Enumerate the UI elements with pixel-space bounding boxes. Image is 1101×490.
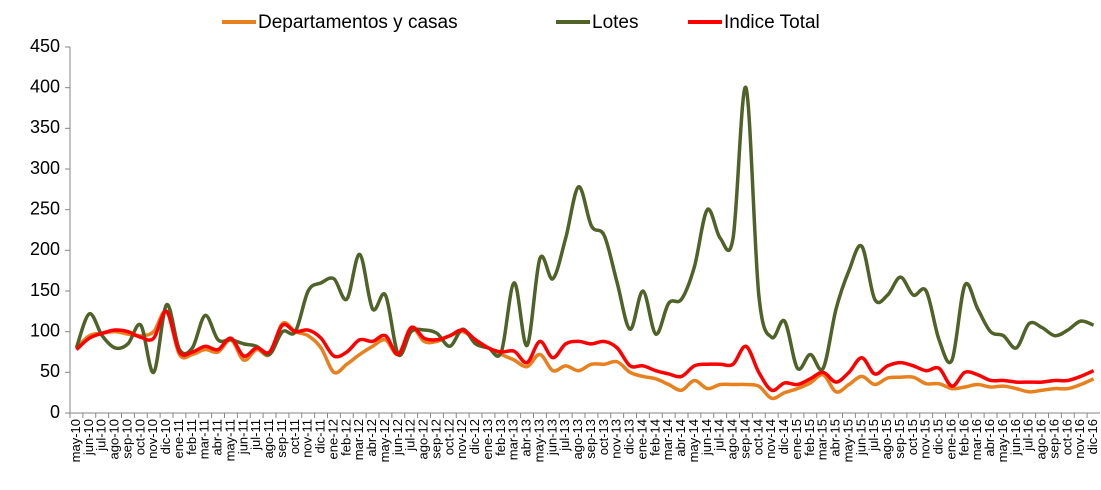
y-tick-label: 150 — [30, 280, 60, 300]
x-tick-label: may-15 — [840, 419, 855, 462]
x-tick-label: feb-12 — [338, 419, 353, 456]
x-tick-label: nov-16 — [1072, 419, 1087, 459]
series-line — [74, 85, 1095, 375]
x-tick-label: oct-13 — [596, 419, 611, 455]
x-tick-label: jul-16 — [1021, 419, 1036, 452]
x-tick-label: oct-11 — [287, 419, 302, 454]
x-tick-label: nov-11 — [300, 419, 315, 458]
x-tick-label: ene-14 — [634, 419, 649, 459]
x-tick-label: ene-11 — [171, 419, 186, 459]
x-tick-label: abr-11 — [210, 419, 225, 456]
x-tick-label: abr-16 — [982, 419, 997, 457]
x-tick-label: dic-16 — [1085, 419, 1100, 454]
x-tick-label: mar-12 — [351, 419, 366, 460]
x-tick-label: sep-15 — [892, 419, 907, 459]
x-tick-label: abr-15 — [828, 419, 843, 457]
x-tick-label: jul-14 — [712, 419, 727, 452]
x-tick-label: mar-15 — [815, 419, 830, 460]
x-tick-label: jul-13 — [557, 419, 572, 452]
x-tick-label: may-12 — [377, 419, 392, 462]
x-tick-label: dic-10 — [158, 419, 173, 454]
x-tick-label: oct-10 — [132, 419, 147, 455]
x-tick-label: ago-15 — [879, 419, 894, 459]
series-line — [75, 309, 1095, 401]
x-tick-label: feb-14 — [647, 419, 662, 456]
x-tick-label: jun-10 — [81, 419, 96, 456]
x-tick-label: oct-15 — [905, 419, 920, 455]
series-line — [75, 309, 1095, 393]
x-tick-label: feb-16 — [956, 419, 971, 456]
x-tick-label: nov-12 — [454, 419, 469, 459]
x-tick-label: ago-12 — [416, 419, 431, 459]
y-tick-label: 350 — [30, 117, 60, 137]
x-tick-label: dic-15 — [931, 419, 946, 454]
y-tick-label: 100 — [30, 320, 60, 340]
y-tick-label: 0 — [50, 402, 60, 422]
x-tick-label: may-10 — [68, 419, 83, 462]
x-tick-label: ene-12 — [325, 419, 340, 459]
x-tick-label: ene-16 — [943, 419, 958, 459]
x-tick-label: sep-10 — [119, 419, 134, 459]
x-tick-label: sep-13 — [583, 419, 598, 459]
x-tick-label: jun-13 — [544, 419, 559, 456]
x-tick-label: feb-15 — [802, 419, 817, 456]
x-tick-label: sep-12 — [428, 419, 443, 459]
y-tick-label: 400 — [30, 76, 60, 96]
x-tick-label: oct-14 — [750, 419, 765, 455]
x-tick-label: dic-13 — [622, 419, 637, 454]
y-tick-label: 300 — [30, 158, 60, 178]
x-tick-label: jul-10 — [94, 419, 109, 452]
y-tick-label: 200 — [30, 239, 60, 259]
x-tick-label: may-13 — [531, 419, 546, 462]
legend-label: Lotes — [592, 12, 638, 33]
x-tick-label: jun-14 — [699, 419, 714, 456]
x-tick-label: oct-12 — [441, 419, 456, 455]
x-tick-label: dic-12 — [467, 419, 482, 454]
x-tick-label: jul-12 — [403, 419, 418, 452]
y-tick-label: 50 — [40, 361, 60, 381]
x-tick-label: mar-16 — [969, 419, 984, 460]
x-tick-label: nov-13 — [609, 419, 624, 459]
x-tick-label: jul-15 — [866, 419, 881, 452]
x-tick-label: jun-11 — [235, 419, 250, 455]
x-tick-label: may-16 — [995, 419, 1010, 462]
x-tick-label: feb-11 — [184, 419, 199, 455]
x-tick-label: mar-13 — [506, 419, 521, 460]
x-tick-label: nov-15 — [918, 419, 933, 459]
x-tick-label: ago-14 — [725, 419, 740, 459]
x-tick-label: abr-12 — [364, 419, 379, 457]
y-tick-label: 250 — [30, 198, 60, 218]
x-tick-label: may-14 — [686, 419, 701, 462]
x-tick-label: sep-11 — [274, 419, 289, 458]
x-tick-label: jun-16 — [1008, 419, 1023, 456]
x-tick-label: ago-16 — [1034, 419, 1049, 459]
x-tick-label: nov-14 — [763, 419, 778, 459]
x-tick-label: ene-13 — [480, 419, 495, 459]
x-tick-label: dic-11 — [313, 419, 328, 453]
x-tick-label: dic-14 — [776, 419, 791, 454]
x-tick-label: ago-13 — [570, 419, 585, 459]
x-tick-label: mar-14 — [660, 419, 675, 460]
x-tick-label: ene-15 — [789, 419, 804, 459]
x-tick-label: mar-11 — [197, 419, 212, 459]
x-tick-label: jul-11 — [248, 419, 263, 451]
x-tick-label: ago-11 — [261, 419, 276, 459]
legend-label: Departamentos y casas — [258, 12, 458, 33]
legend-label: Indice Total — [724, 12, 820, 33]
x-tick-label: sep-16 — [1046, 419, 1061, 459]
x-tick-label: ago-10 — [107, 419, 122, 459]
x-tick-label: jun-12 — [390, 419, 405, 456]
x-tick-label: jun-15 — [853, 419, 868, 456]
x-tick-label: feb-13 — [493, 419, 508, 456]
x-tick-label: abr-13 — [519, 419, 534, 457]
x-tick-label: may-11 — [222, 419, 237, 461]
x-tick-label: sep-14 — [737, 419, 752, 459]
x-tick-label: oct-16 — [1059, 419, 1074, 455]
x-tick-label: abr-14 — [673, 419, 688, 457]
y-tick-label: 450 — [30, 36, 60, 56]
x-tick-label: nov-10 — [145, 419, 160, 459]
